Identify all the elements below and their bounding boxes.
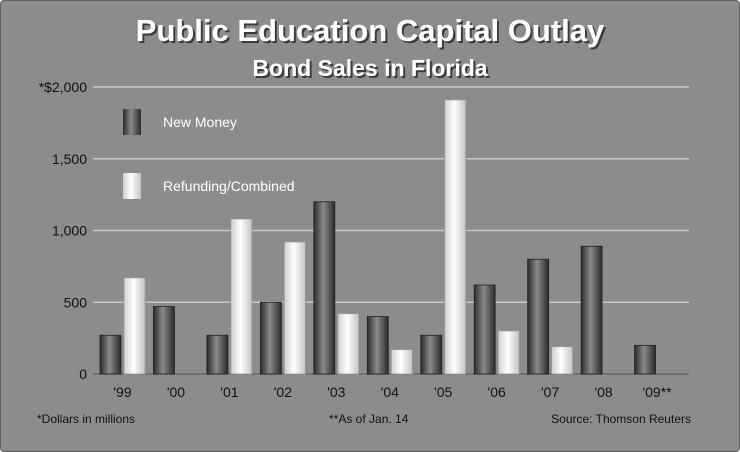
bar-refunding-combined (337, 313, 360, 375)
bar-new-money (580, 245, 603, 375)
bar-refunding-combined (551, 346, 574, 375)
legend-swatch-new-money (123, 109, 141, 135)
bar-new-money (259, 301, 282, 375)
bar-refunding-combined (444, 99, 467, 375)
y-tick-label: 1,500 (52, 151, 87, 167)
legend-swatch-refunding-combined (123, 173, 141, 199)
footnote-date: **As of Jan. 14 (329, 412, 409, 426)
y-axis-ticks: 0 500 1,000 1,500 *$2,000 (39, 79, 87, 382)
y-tick-label: 1,000 (52, 223, 87, 239)
chart-title: Public Education Capital Outlay (136, 13, 605, 48)
x-tick-label: '99 (113, 384, 131, 400)
x-tick-label: '04 (381, 384, 399, 400)
bar-refunding-combined (497, 330, 520, 375)
x-tick-label: '01 (220, 384, 238, 400)
bar-new-money (420, 334, 443, 375)
bar-new-money (473, 284, 496, 375)
bar-new-money (366, 316, 389, 375)
bars (99, 99, 656, 375)
bar-refunding-combined (230, 218, 253, 375)
x-tick-label: '08 (594, 384, 612, 400)
x-tick-label: '02 (274, 384, 292, 400)
x-tick-label: '09** (642, 384, 672, 400)
y-tick-label: 0 (79, 366, 87, 382)
x-axis-ticks: '99 '00 '01 '02 '03 '04 '05 '06 '07 '08 '09** (113, 384, 672, 400)
bar-refunding-combined (390, 349, 413, 375)
bar-refunding-combined (123, 277, 146, 375)
x-tick-label: '07 (541, 384, 559, 400)
y-tick-label: 500 (64, 294, 88, 310)
bar-new-money (99, 334, 122, 375)
legend-label-refunding-combined: Refunding/Combined (163, 178, 295, 194)
bar-new-money (153, 306, 175, 375)
x-tick-label: '06 (488, 384, 506, 400)
y-tick-label: *$2,000 (39, 79, 87, 95)
bar-new-money (206, 334, 229, 375)
footnote-source: Source: Thomson Reuters (551, 412, 691, 426)
legend: New Money Refunding/Combined (123, 109, 295, 199)
chart-subtitle: Bond Sales in Florida (252, 55, 487, 81)
x-tick-label: '03 (327, 384, 345, 400)
footnote-dollars: *Dollars in millions (37, 412, 135, 426)
x-tick-label: '05 (434, 384, 452, 400)
bar-new-money (634, 344, 656, 375)
bar-new-money (527, 258, 550, 375)
x-tick-label: '00 (167, 384, 185, 400)
legend-label-new-money: New Money (163, 114, 237, 130)
bar-refunding-combined (283, 241, 306, 375)
bar-new-money (313, 201, 336, 375)
